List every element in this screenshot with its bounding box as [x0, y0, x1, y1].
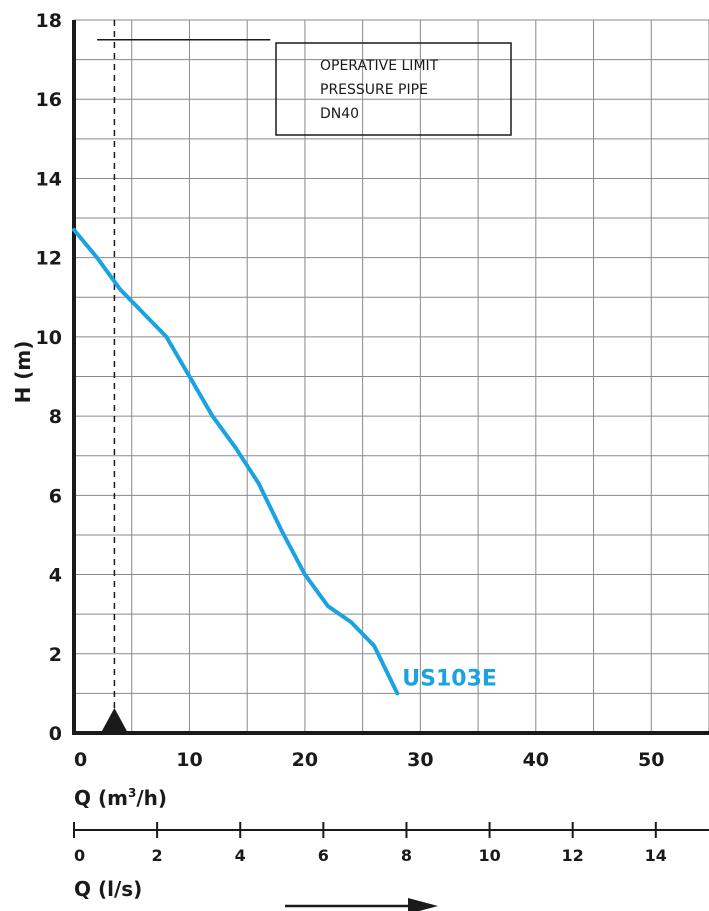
y-tick-label: 4	[49, 565, 62, 587]
x-tick-label: 30	[407, 749, 433, 771]
x-tick-label: 50	[638, 749, 664, 771]
limit-label-box	[275, 42, 512, 136]
series-lines: US103E	[72, 227, 497, 696]
secondary-tick-label: 8	[401, 846, 412, 865]
min-flow-triangle	[101, 708, 128, 732]
x-tick-label: 0	[74, 749, 87, 771]
min-flow-marker	[101, 20, 128, 732]
y-tick-label: 8	[49, 406, 62, 428]
secondary-tick-label: 0	[74, 846, 85, 865]
y-tick-label: 12	[36, 248, 62, 270]
limit-label-line-1: OPERATIVE LIMIT	[320, 58, 439, 74]
limit-label-line-2: PRESSURE PIPE	[320, 82, 428, 98]
y-axis-label: H (m)	[11, 341, 35, 404]
series-label: US103E	[402, 666, 497, 691]
secondary-tick-label: 2	[152, 846, 163, 865]
secondary-tick-label: 6	[318, 846, 329, 865]
flow-direction-arrow	[285, 898, 438, 911]
grid-lines	[74, 19, 709, 733]
secondary-tick-label: 4	[235, 846, 246, 865]
y-tick-label: 18	[36, 10, 62, 32]
y-tick-labels: 0 2 4 6 8 10 12 14 16 18	[36, 10, 62, 745]
y-tick-label: 10	[36, 327, 62, 349]
secondary-tick-label: 10	[478, 846, 500, 865]
x-axis-label: Q (m3/h)	[74, 786, 167, 810]
x-tick-label: 10	[176, 749, 202, 771]
flow-arrow-head	[408, 898, 438, 911]
y-tick-label: 14	[36, 168, 62, 190]
y-tick-label: 2	[49, 644, 62, 666]
x-tick-label: 40	[523, 749, 549, 771]
limit-label-line-3: DN40	[320, 106, 359, 122]
y-tick-label: 0	[49, 723, 62, 745]
series-line-us103e	[72, 227, 400, 696]
secondary-tick-label: 12	[562, 846, 584, 865]
axes	[72, 20, 709, 735]
y-tick-label: 6	[49, 485, 62, 507]
y-tick-label: 16	[36, 89, 62, 111]
secondary-x-axis-label: Q (l/s)	[74, 877, 142, 901]
x-tick-label: 20	[292, 749, 318, 771]
x-tick-labels: 0 10 20 30 40 50	[74, 749, 664, 771]
operative-limit-annotation: OPERATIVE LIMIT PRESSURE PIPE DN40	[97, 39, 512, 136]
secondary-tick-label: 14	[645, 846, 667, 865]
secondary-x-axis: 0 2 4 6 8 10 12 14	[73, 822, 709, 865]
